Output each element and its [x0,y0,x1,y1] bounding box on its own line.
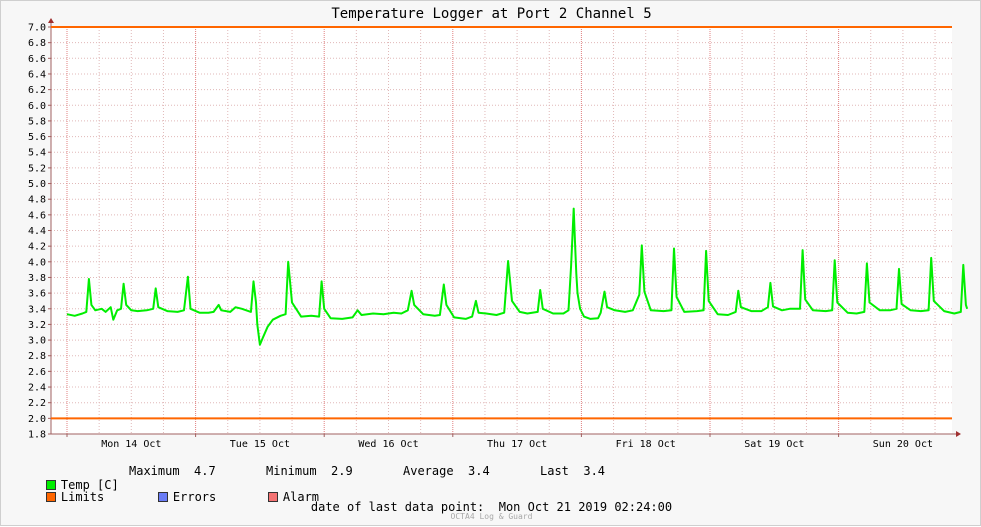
legend-temp-label: Temp [C] [60,478,119,492]
minimum-value: 2.9 [331,464,353,478]
alarm-swatch [267,492,278,502]
y-tick-label: 2.0 [28,414,46,425]
legend-average: Average 3.4 [403,464,490,478]
y-tick-label: 3.4 [28,304,46,315]
temp-swatch [45,480,56,490]
legend-temp: Temp [C] [17,464,119,506]
y-tick-label: 3.0 [28,336,46,347]
legend-limits: Limits [17,476,104,518]
y-tick-label: 3.6 [28,289,46,300]
legend-alarm: Alarm [239,476,319,518]
x-tick-label: Sun 20 Oct [873,439,933,450]
chart-title: Temperature Logger at Port 2 Channel 5 [331,6,652,22]
y-tick-label: 6.0 [28,101,46,112]
x-axis-arrow [956,431,961,437]
footer-brand: OCTA4 Log & Guard [450,512,533,521]
y-tick-label: 5.2 [28,163,46,174]
legend-last: Last 3.4 [540,464,605,478]
legend-maximum: Maximum 4.7 [129,464,216,478]
temperature-series-line [66,207,969,346]
x-tick-label: Tue 15 Oct [230,439,290,450]
legend-errors-label: Errors [172,490,217,504]
y-tick-label: 4.0 [28,257,46,268]
average-label: Average [403,464,454,478]
minimum-label: Minimum [266,464,317,478]
y-tick-label: 6.6 [28,54,46,65]
y-tick-label: 2.8 [28,351,46,362]
y-tick-label: 4.2 [28,242,46,253]
x-tick-label: Mon 14 Oct [101,439,161,450]
last-data-point-label: date of last data point: [310,500,485,514]
y-tick-label: 4.6 [28,210,46,221]
y-tick-label: 2.4 [28,383,46,394]
y-tick-label: 4.8 [28,195,46,206]
legend-errors: Errors [129,476,216,518]
x-tick-label: Wed 16 Oct [358,439,418,450]
limits-swatch [45,492,56,502]
legend-alarm-label: Alarm [282,490,320,504]
y-tick-label: 6.2 [28,85,46,96]
last-data-point-value: Mon Oct 21 2019 02:24:00 [498,500,673,514]
y-tick-label: 2.2 [28,398,46,409]
y-tick-label: 1.8 [28,430,46,441]
last-label: Last [540,464,569,478]
x-tick-label: Thu 17 Oct [487,439,547,450]
legend-minimum: Minimum 2.9 [266,464,353,478]
last-data-point: date of last data point: Mon Oct 21 2019… [1,500,981,514]
y-tick-label: 7.0 [28,23,46,34]
y-tick-label: 5.8 [28,116,46,127]
y-axis-arrow [48,18,54,23]
y-tick-label: 2.6 [28,367,46,378]
y-tick-label: 3.2 [28,320,46,331]
y-tick-label: 6.8 [28,38,46,49]
y-tick-label: 5.6 [28,132,46,143]
y-tick-label: 5.4 [28,148,46,159]
last-value: 3.4 [583,464,606,478]
x-tick-label: Sat 19 Oct [744,439,804,450]
y-tick-label: 6.4 [28,69,46,80]
x-tick-label: Fri 18 Oct [616,439,676,450]
y-tick-label: 5.0 [28,179,46,190]
legend-limits-label: Limits [60,490,105,504]
average-value: 3.4 [468,464,490,478]
errors-swatch [157,492,168,502]
y-tick-label: 3.8 [28,273,46,284]
maximum-label: Maximum [129,464,180,478]
maximum-value: 4.7 [194,464,216,478]
y-tick-label: 4.4 [28,226,46,237]
